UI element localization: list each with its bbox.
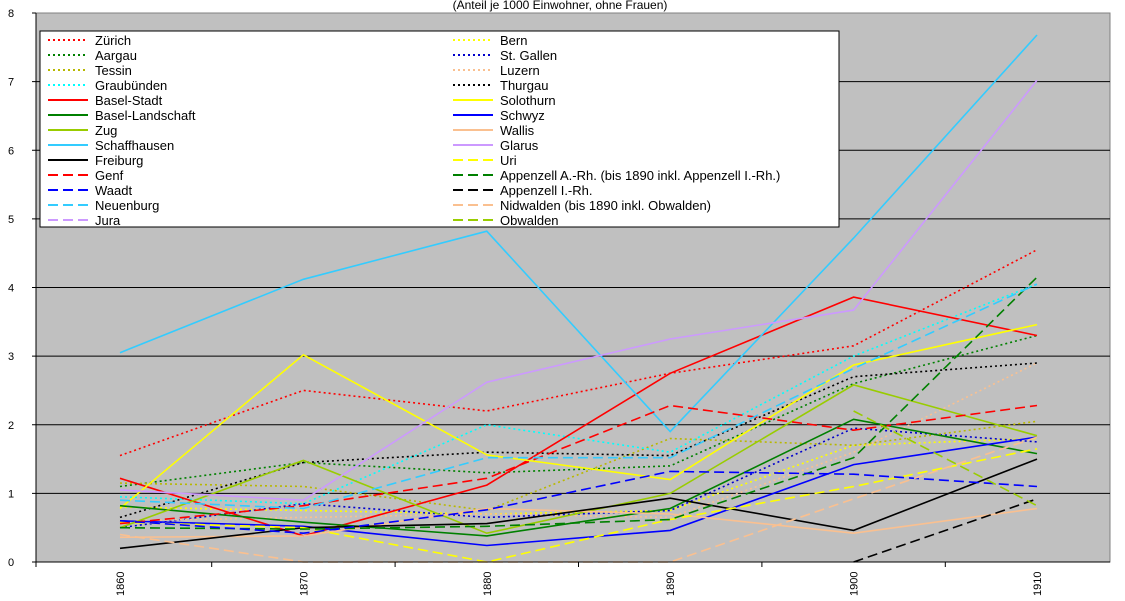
x-tick-label: 1900	[849, 572, 861, 596]
legend-label: Freiburg	[95, 153, 143, 168]
legend-label: Bern	[500, 33, 527, 48]
series-line-23	[119, 436, 1038, 563]
legend-label: Neuenburg	[95, 198, 159, 213]
legend-label: Appenzell A.-Rh. (bis 1890 inkl. Appenze…	[500, 168, 780, 183]
legend-label: Waadt	[95, 183, 132, 198]
series-line-22	[119, 283, 1038, 510]
y-tick-label: 4	[8, 283, 14, 295]
series-line-4	[119, 420, 1038, 512]
legend-box	[39, 30, 840, 228]
y-tick-label: 1	[8, 488, 14, 500]
series-line-7	[119, 362, 1038, 519]
legend-label: Uri	[500, 153, 517, 168]
y-tick-label: 7	[8, 77, 14, 89]
y-tick-label: 5	[8, 214, 14, 226]
y-tick-label: 2	[8, 420, 14, 432]
legend-label: Zürich	[95, 33, 131, 48]
legend-label: Zug	[95, 123, 117, 138]
legend-label: Aargau	[95, 48, 137, 63]
legend-label: Solothurn	[500, 93, 556, 108]
series-line-14	[119, 34, 1038, 433]
y-tick-label: 3	[8, 351, 14, 363]
series-line-6	[119, 283, 1038, 505]
series-line-1	[119, 437, 1038, 515]
series-line-15	[119, 79, 1038, 502]
legend: Zürich Bern Aargau St. Gallen Tessin Luzern Gr…	[39, 30, 840, 228]
legend-label: Basel-Stadt	[95, 93, 163, 108]
legend-label: Tessin	[95, 63, 132, 78]
series-line-25	[853, 410, 1038, 507]
legend-label: Genf	[95, 168, 124, 183]
legend-label: Appenzell I.-Rh.	[500, 183, 593, 198]
chart-title: (Anteil je 1000 Einwohner, ohne Frauen)	[453, 0, 668, 12]
series-line-11	[119, 436, 1038, 547]
x-tick-label: 1860	[115, 572, 127, 596]
y-tick-label: 0	[8, 557, 14, 569]
legend-label: Obwalden	[500, 213, 559, 228]
series-line-12	[119, 384, 1038, 535]
series-lines	[119, 34, 1038, 563]
legend-label: Schwyz	[500, 108, 545, 123]
x-tick-label: 1890	[665, 572, 677, 596]
y-tick-label: 8	[8, 8, 14, 20]
y-tick-label: 6	[8, 145, 14, 157]
series-line-20	[119, 470, 1038, 535]
series-line-17	[119, 448, 1038, 563]
legend-label: St. Gallen	[500, 48, 557, 63]
series-line-0	[119, 249, 1038, 457]
series-line-2	[119, 334, 1038, 488]
legend-label: Graubünden	[95, 78, 167, 93]
series-line-9	[119, 323, 1038, 510]
legend-label: Thurgau	[500, 78, 548, 93]
axes: 0 1 2 3 4 5 6 7 8 1860 1870 1880 1890 1900 1910	[8, 8, 1110, 596]
x-tick-label: 1910	[1032, 572, 1044, 596]
x-tick-label: 1880	[482, 572, 494, 596]
legend-label: Jura	[95, 213, 121, 228]
legend-label: Wallis	[500, 123, 535, 138]
x-tick-label: 1870	[298, 572, 310, 596]
legend-label: Schaffhausen	[95, 138, 174, 153]
legend-label: Basel-Landschaft	[95, 108, 196, 123]
series-line-21	[853, 498, 1038, 563]
legend-label: Nidwalden (bis 1890 inkl. Obwalden)	[500, 198, 711, 213]
legend-label: Luzern	[500, 63, 540, 78]
legend-label: Glarus	[500, 138, 539, 153]
